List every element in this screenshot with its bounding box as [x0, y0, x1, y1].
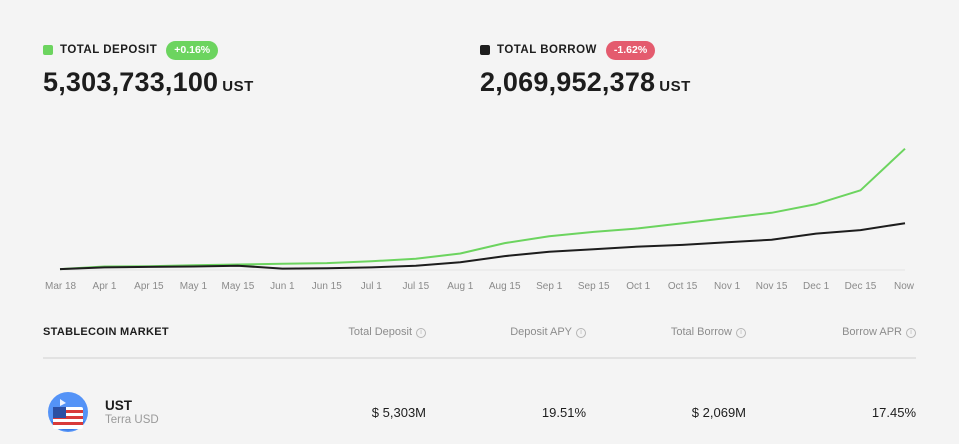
total-borrow-value-row: 2,069,952,378 UST: [480, 67, 691, 98]
borrow-change-badge: -1.62%: [605, 40, 656, 60]
total-deposit-value-row: 5,303,733,100 UST: [43, 67, 254, 98]
col-borrow-apr-label: Borrow APR: [842, 326, 902, 338]
total-borrow-unit: UST: [659, 78, 691, 95]
total-deposit-value: 5,303,733,100: [43, 67, 219, 97]
x-tick-label: Now: [894, 281, 915, 292]
x-tick-label: Dec 15: [845, 281, 877, 292]
info-icon[interactable]: i: [576, 328, 586, 338]
info-icon[interactable]: i: [416, 328, 426, 338]
deposit-legend-swatch: [43, 45, 53, 55]
col-deposit-apy-label: Deposit APY: [510, 326, 572, 338]
x-tick-label: May 15: [222, 281, 255, 292]
cell-borrow-apr: 17.45%: [871, 405, 916, 420]
borrow-legend-swatch: [480, 45, 490, 55]
info-icon[interactable]: i: [906, 328, 916, 338]
col-total-borrow: Total Borrow i: [671, 326, 746, 338]
x-tick-label: Apr 1: [93, 281, 117, 292]
total-deposit-unit: UST: [222, 78, 254, 95]
x-tick-label: Sep 15: [578, 281, 610, 292]
x-tick-label: Dec 1: [803, 281, 830, 292]
market-row-ust[interactable]: UST Terra USD $ 5,303M 19.51% $ 2,069M 1…: [43, 386, 916, 436]
ust-flag-icon: [48, 392, 88, 432]
x-tick-label: Apr 15: [134, 281, 164, 292]
col-total-deposit: Total Deposit i: [348, 326, 426, 338]
total-deposit-label: TOTAL DEPOSIT: [60, 44, 158, 56]
x-tick-label: Jun 1: [270, 281, 295, 292]
market-table-header: STABLECOIN MARKET Total Deposit i Deposit…: [43, 326, 916, 342]
x-tick-label: Oct 1: [626, 281, 650, 292]
deposit-change-badge: +0.16%: [166, 40, 219, 60]
total-deposit-stat: TOTAL DEPOSIT +0.16% 5,303,733,100 UST: [43, 40, 254, 98]
market-title: STABLECOIN MARKET: [43, 326, 169, 338]
x-tick-label: Sep 1: [536, 281, 563, 292]
total-borrow-stat: TOTAL BORROW -1.62% 2,069,952,378 UST: [480, 40, 691, 98]
col-deposit-apy: Deposit APY i: [510, 326, 586, 338]
cell-total-borrow: $ 2,069M: [691, 405, 746, 420]
x-tick-label: Jun 15: [312, 281, 342, 292]
x-tick-label: Nov 15: [756, 281, 788, 292]
deposit-borrow-chart: Mar 18 Apr 1 Apr 15 May 1 May 15 Jun 1 Jun 15 J…: [45, 147, 915, 292]
x-tick-label: Jul 1: [361, 281, 383, 292]
total-borrow-label: TOTAL BORROW: [497, 44, 597, 56]
cell-total-deposit: $ 5,303M: [371, 405, 426, 420]
x-tick-label: Jul 15: [402, 281, 429, 292]
borrow-series-line: [59, 222, 906, 271]
info-icon[interactable]: i: [736, 328, 746, 338]
coin-symbol: UST: [105, 398, 132, 413]
col-total-borrow-label: Total Borrow: [670, 326, 732, 338]
cell-deposit-apy: 19.51%: [541, 405, 586, 420]
coin-name: Terra USD: [105, 414, 159, 426]
x-tick-label: Mar 18: [45, 281, 77, 292]
x-tick-label: Oct 15: [668, 281, 698, 292]
x-tick-label: Nov 1: [714, 281, 741, 292]
table-divider: [43, 357, 916, 359]
x-tick-label: Aug 1: [447, 281, 474, 292]
col-borrow-apr: Borrow APR i: [842, 326, 916, 338]
x-tick-label: May 1: [180, 281, 208, 292]
total-borrow-value: 2,069,952,378: [480, 67, 656, 97]
deposit-series-line: [59, 147, 906, 271]
col-total-deposit-label: Total Deposit: [348, 326, 412, 338]
x-tick-label: Aug 15: [489, 281, 521, 292]
